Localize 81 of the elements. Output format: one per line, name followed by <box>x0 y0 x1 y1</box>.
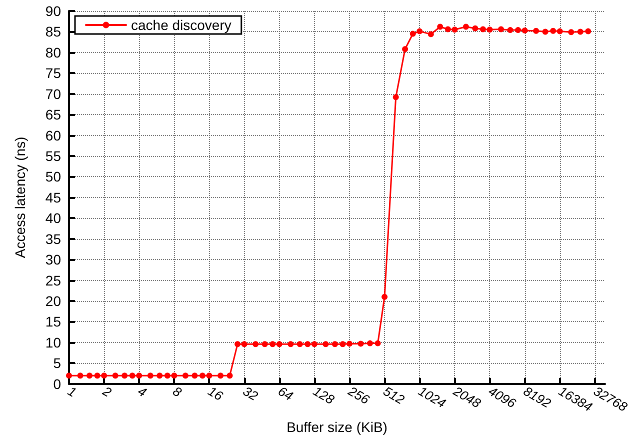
point <box>472 25 478 32</box>
point <box>533 28 540 34</box>
point <box>199 372 206 379</box>
y-tick-label: 85 <box>45 24 62 40</box>
point <box>262 341 268 348</box>
point <box>234 341 241 348</box>
legend-label: cache discovery <box>131 17 232 33</box>
point <box>402 46 408 52</box>
x-tick-label: 1024 <box>416 383 448 411</box>
y-axis-title: Access latency (ns) <box>12 136 28 258</box>
y-tick-label: 75 <box>45 65 62 82</box>
point <box>304 341 311 348</box>
y-tick-label: 30 <box>45 252 62 268</box>
point <box>122 372 128 379</box>
point <box>182 372 188 379</box>
point <box>428 31 434 38</box>
point <box>288 341 294 348</box>
point <box>94 372 100 379</box>
y-tick-label: 20 <box>45 293 62 310</box>
point <box>498 26 504 32</box>
point <box>577 28 584 35</box>
y-tick-label: 40 <box>45 210 62 226</box>
point <box>392 94 399 100</box>
point <box>332 341 338 348</box>
x-tick-label: 8 <box>170 383 185 400</box>
point <box>156 372 163 379</box>
point <box>462 24 469 30</box>
x-tick-label: 4 <box>135 383 150 400</box>
x-tick-label: 512 <box>380 383 408 408</box>
x-tick-label: 128 <box>310 383 338 408</box>
point <box>550 28 556 34</box>
point <box>374 340 381 346</box>
x-tick-label: 32 <box>240 383 262 404</box>
point <box>77 372 84 379</box>
point <box>515 27 522 34</box>
x-tick-label: 64 <box>276 383 296 404</box>
point <box>340 341 346 348</box>
point <box>112 372 118 379</box>
point <box>568 29 574 36</box>
point <box>444 26 451 32</box>
point <box>437 24 444 30</box>
x-tick-label: 256 <box>344 382 373 408</box>
y-tick-label: 50 <box>45 168 62 185</box>
point <box>164 372 170 379</box>
point <box>358 340 364 347</box>
x-axis-title: Buffer size (KiB) <box>286 419 388 435</box>
y-tick-label: 0 <box>53 376 62 392</box>
x-tick-label: 2 <box>99 382 115 400</box>
y-tick-label: 25 <box>45 272 62 288</box>
x-tick-label: 2048 <box>450 382 484 412</box>
y-tick-label: 65 <box>45 106 62 123</box>
point <box>270 341 276 348</box>
y-tick-label: 15 <box>45 314 62 330</box>
x-tick-label: 16 <box>205 383 226 404</box>
y-tick-label: 5 <box>53 355 62 372</box>
y-tick-label: 10 <box>45 334 62 350</box>
y-tick-label: 60 <box>45 127 62 144</box>
point <box>226 372 233 379</box>
point <box>252 341 259 348</box>
x-tick-label: 8192 <box>521 383 554 412</box>
point <box>507 27 514 34</box>
point <box>367 340 373 346</box>
y-tick-label: 45 <box>45 189 62 206</box>
y-tick-label: 35 <box>45 230 62 247</box>
point <box>322 341 329 348</box>
point <box>129 372 136 379</box>
x-tick-label: 4096 <box>486 383 520 412</box>
point <box>480 26 486 32</box>
point <box>296 341 303 348</box>
point <box>192 372 198 379</box>
point <box>147 372 154 379</box>
point <box>86 372 93 379</box>
y-tick-label: 70 <box>45 86 62 102</box>
point <box>410 30 416 37</box>
point <box>585 28 592 34</box>
x-tick-label: 1 <box>65 383 80 400</box>
y-tick-label: 80 <box>45 44 62 60</box>
point <box>542 28 548 35</box>
y-tick-label: 55 <box>45 148 62 164</box>
point <box>218 372 224 379</box>
y-tick-label: 90 <box>45 3 62 19</box>
